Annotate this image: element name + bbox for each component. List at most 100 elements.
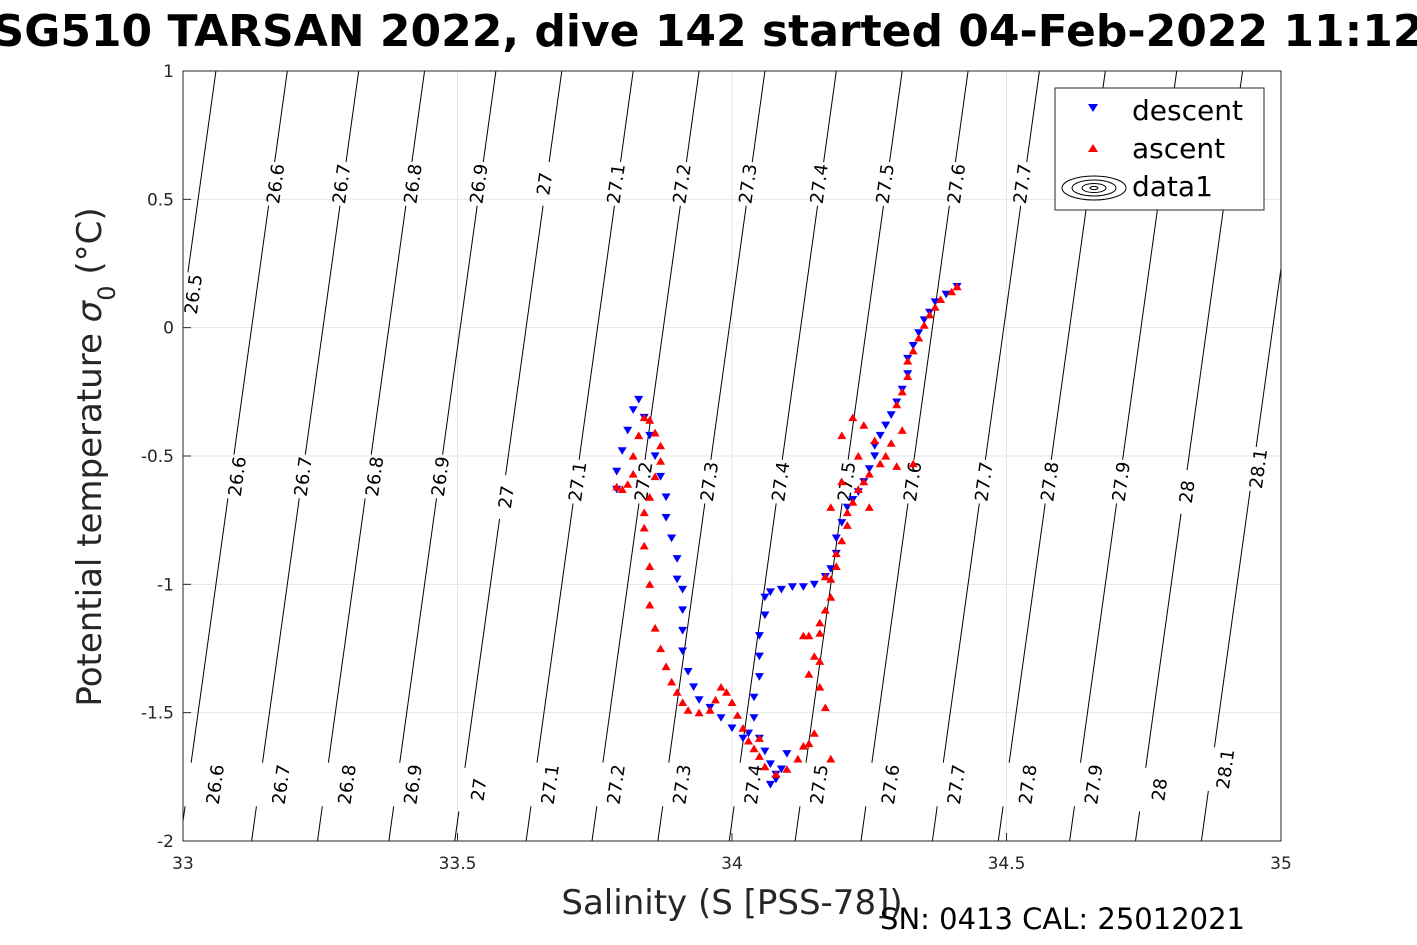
isopycnal-line <box>251 806 257 841</box>
y-tick-label: 1 <box>163 62 174 82</box>
ascent-point <box>914 333 924 342</box>
ascent-point <box>733 711 742 719</box>
ascent-point <box>837 477 847 486</box>
isopycnal-line <box>525 806 532 841</box>
isopycnal-line <box>464 518 501 768</box>
descent-point <box>864 465 874 473</box>
ascent-point <box>672 688 682 696</box>
legend-data1-contour-icon <box>1061 175 1127 201</box>
ascent-point <box>782 765 792 773</box>
isopycnal-line <box>442 205 478 455</box>
ascent-point <box>848 413 858 422</box>
ascent-point <box>853 451 863 460</box>
ascent-point <box>650 472 660 481</box>
ascent-point <box>705 706 715 714</box>
ascent-point <box>760 762 770 771</box>
descent-point <box>914 329 924 337</box>
legend-descent-label: descent <box>1132 94 1243 127</box>
descent-point <box>634 395 644 404</box>
ascent-point <box>925 310 935 319</box>
ascent-point <box>875 459 885 468</box>
ascent-point <box>645 580 655 588</box>
ascent-point <box>908 459 918 468</box>
isopycnal-line <box>794 806 801 841</box>
descent-point <box>623 426 633 435</box>
legend-ascent-marker <box>1088 144 1098 152</box>
ascent-point <box>694 708 704 717</box>
ascent-point <box>815 683 825 691</box>
descent-point <box>628 406 638 414</box>
descent-point <box>760 611 770 620</box>
isopycnal-line <box>454 811 460 841</box>
isopycnal-line <box>644 205 681 460</box>
ascent-point <box>639 508 649 517</box>
isopycnal-line <box>1200 790 1209 841</box>
isopycnal-line <box>262 498 300 763</box>
x-tick-label: 33.5 <box>439 854 477 874</box>
legend-ascent-label: ascent <box>1132 132 1225 165</box>
descent-point <box>930 298 940 307</box>
descent-point <box>694 696 704 704</box>
x-tick-label: 34.5 <box>988 854 1026 874</box>
y-tick-label: -2 <box>157 832 174 852</box>
isopycnal-line <box>505 205 544 476</box>
descent-point <box>782 750 792 758</box>
ascent-point <box>650 623 660 632</box>
isopycnal-line <box>1145 513 1182 768</box>
ascent-point <box>815 657 825 665</box>
isopycnal-line <box>602 503 640 763</box>
isopycnal-line <box>1255 264 1281 448</box>
isopycnal-line <box>942 503 980 763</box>
descent-point <box>765 760 775 768</box>
ascent-point <box>639 523 649 532</box>
descent-point <box>678 606 688 614</box>
isopycnal-line <box>1080 503 1118 763</box>
ascent-point <box>804 670 814 678</box>
descent-point <box>672 575 682 584</box>
ascent-point <box>809 729 819 737</box>
ascent-point <box>754 734 764 742</box>
isopycnal-line <box>1026 71 1040 163</box>
x-axis-label: Salinity (S [PSS-78]) <box>561 883 902 923</box>
descent-point <box>716 714 726 722</box>
descent-point <box>650 452 660 461</box>
x-tick-label: 35 <box>1270 854 1292 874</box>
ascent-point <box>634 431 644 440</box>
ascent-point <box>661 662 671 671</box>
ascent-point <box>820 703 830 712</box>
descent-point <box>645 431 655 440</box>
descent-point <box>765 588 775 597</box>
descent-point <box>754 652 764 661</box>
ascent-point <box>826 754 836 763</box>
isopycnal-line <box>751 71 766 163</box>
isopycnal-line <box>685 71 700 163</box>
ascent-point <box>897 426 907 434</box>
descent-point <box>776 765 786 774</box>
isopycnal-line <box>668 503 706 763</box>
ascent-point <box>798 742 808 750</box>
descent-point <box>749 693 759 702</box>
descent-point <box>667 534 677 543</box>
ascent-point <box>771 770 781 778</box>
isopycnal-line <box>370 205 407 455</box>
descent-point <box>837 519 847 527</box>
descent-point <box>754 632 764 640</box>
isopycnal-line <box>411 71 426 163</box>
descent-point <box>831 534 841 543</box>
ascent-point <box>645 416 655 424</box>
ascent-point <box>837 431 847 440</box>
legend: descent ascent data1 <box>1054 87 1265 211</box>
isopycnal-line <box>913 205 950 460</box>
ascent-point <box>831 562 841 570</box>
ascent-point <box>639 413 649 422</box>
descent-point <box>678 647 688 656</box>
ascent-point <box>656 441 666 450</box>
descent-point <box>749 714 759 722</box>
descent-point <box>617 447 627 455</box>
isopycnal-line <box>317 806 323 841</box>
ascent-point <box>711 695 720 704</box>
isopycnal-line <box>1135 811 1141 841</box>
ascent-point <box>650 428 660 437</box>
isopycnal-line <box>388 806 395 841</box>
ascent-point <box>612 482 622 491</box>
